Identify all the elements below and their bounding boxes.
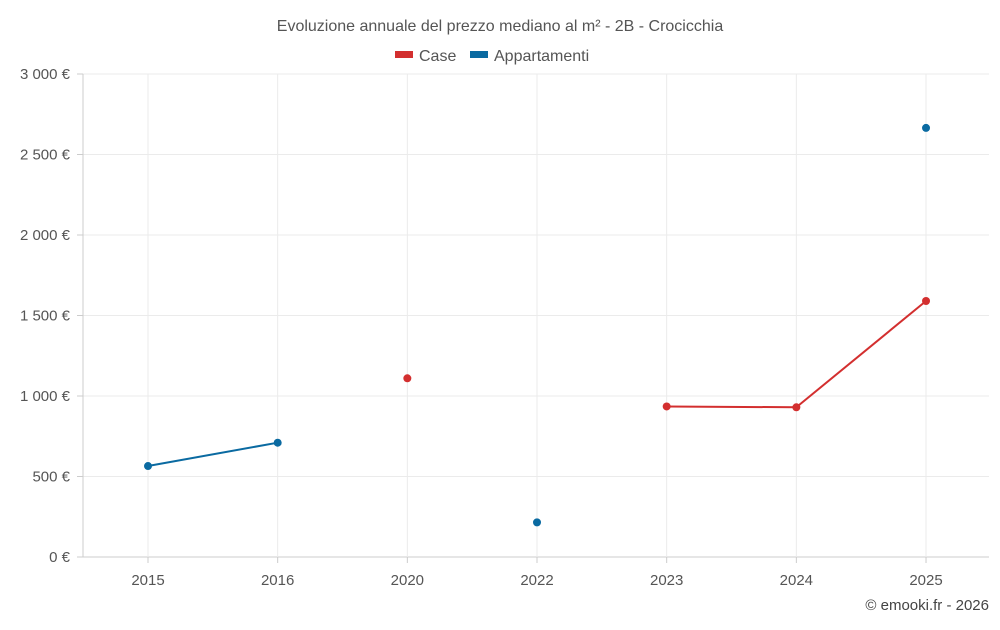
legend-swatch-case (395, 51, 413, 58)
series-line-segment (147, 441, 278, 468)
y-axis-ticks: 0 € 500 € 1 000 € 1 500 € 2 000 € 2 500 € 3 00… (20, 66, 71, 566)
data-point (403, 374, 412, 383)
x-tick-label: 2022 (520, 572, 553, 589)
credit-text: © emooki.fr - 2026 (865, 597, 989, 614)
x-tick-label: 2015 (131, 572, 164, 589)
y-tick-label: 0 € (49, 549, 71, 566)
x-tick-label: 2020 (391, 572, 424, 589)
data-point (533, 518, 542, 527)
series-case (403, 297, 931, 412)
legend-item-appartamenti[interactable]: Appartamenti (470, 48, 589, 65)
y-tick-label: 2 000 € (20, 227, 71, 244)
y-tick-label: 1 000 € (20, 388, 71, 405)
series-appartamenti (144, 123, 931, 527)
series (144, 123, 931, 527)
data-point (792, 403, 801, 412)
series-line-segment (666, 405, 797, 409)
legend: Case Appartamenti (395, 48, 589, 65)
y-tick-label: 500 € (32, 469, 70, 486)
data-point (662, 402, 671, 411)
x-tick-label: 2024 (780, 572, 813, 589)
data-point (273, 438, 282, 447)
x-axis-ticks: 2015 2016 2020 2022 2023 2024 2025 (131, 572, 942, 589)
series-line-segment (795, 300, 927, 409)
x-tick-label: 2023 (650, 572, 683, 589)
legend-label-appartamenti: Appartamenti (494, 48, 589, 65)
data-point (922, 297, 931, 306)
x-tick-label: 2025 (909, 572, 942, 589)
legend-label-case: Case (419, 48, 456, 65)
y-tick-label: 3 000 € (20, 66, 71, 83)
y-tick-label: 1 500 € (20, 308, 71, 325)
legend-swatch-appartamenti (470, 51, 488, 58)
chart-title: Evoluzione annuale del prezzo mediano al… (277, 18, 724, 35)
y-tick-label: 2 500 € (20, 147, 71, 164)
x-tick-label: 2016 (261, 572, 294, 589)
legend-item-case[interactable]: Case (395, 48, 456, 65)
grid (77, 73, 989, 563)
data-point (144, 462, 152, 471)
data-point (922, 123, 931, 132)
